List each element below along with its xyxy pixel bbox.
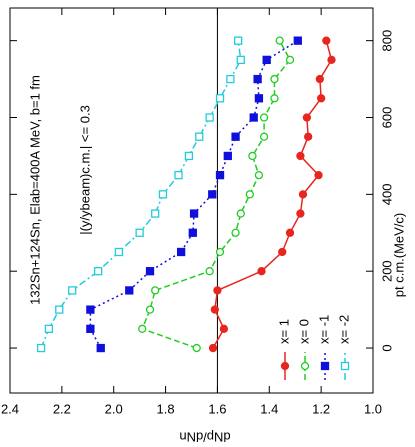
marker (205, 267, 214, 276)
marker (316, 94, 326, 103)
marker (231, 132, 240, 141)
x-tick-label: 400 (379, 184, 394, 206)
marker (223, 151, 232, 161)
y-tick-label: 1.0 (364, 401, 382, 416)
marker (219, 324, 229, 333)
marker (234, 36, 243, 45)
marker (36, 343, 46, 353)
marker (208, 343, 218, 353)
plot-frame (9, 7, 374, 394)
marker (158, 190, 168, 199)
marker (257, 267, 266, 276)
marker (293, 36, 302, 45)
legend-label: x= -1 (316, 315, 331, 344)
marker (205, 113, 214, 122)
marker (302, 113, 312, 122)
marker (96, 343, 105, 353)
legend-label: x= 0 (296, 319, 311, 344)
marker (151, 286, 160, 295)
y-tick-label: 1.4 (260, 401, 278, 416)
marker (254, 170, 264, 180)
marker (298, 190, 308, 199)
marker (145, 267, 155, 276)
marker (125, 286, 134, 295)
marker (192, 343, 201, 353)
legend-label: x= 1 (276, 319, 291, 344)
marker (68, 286, 77, 295)
marker (327, 55, 336, 65)
marker (278, 247, 287, 257)
y-axis-label: dNp/dNn (179, 430, 230, 445)
legend-marker (340, 361, 350, 371)
marker (215, 94, 225, 103)
y-tick-label: 2.2 (53, 401, 71, 416)
marker (135, 228, 144, 237)
marker (304, 132, 313, 141)
marker (275, 36, 284, 45)
annotation: 132Sn+124Sn, Elab=400A MeV, b=1 fm (27, 75, 42, 305)
marker (151, 209, 160, 218)
marker (270, 74, 279, 84)
marker (254, 94, 264, 103)
marker (315, 74, 324, 84)
marker (314, 170, 323, 180)
marker (86, 324, 95, 333)
marker (245, 190, 254, 199)
marker (270, 94, 279, 103)
series-line (212, 40, 333, 349)
marker (249, 113, 258, 122)
marker (259, 113, 269, 122)
marker (174, 170, 183, 180)
marker (259, 132, 269, 141)
marker (248, 151, 257, 161)
marker (189, 209, 199, 218)
marker (296, 209, 305, 218)
marker (253, 74, 262, 84)
marker (226, 74, 235, 84)
marker (322, 36, 331, 45)
marker (114, 247, 124, 257)
marker (213, 286, 222, 295)
marker (184, 151, 194, 161)
legend-marker (280, 361, 290, 371)
marker (285, 55, 295, 65)
x-tick-label: 800 (379, 30, 394, 52)
y-tick-label: 1.6 (208, 401, 226, 416)
y-tick-label: 1.8 (157, 401, 175, 416)
marker (236, 55, 245, 65)
x-tick-label: 0 (379, 344, 394, 351)
legend-marker (300, 361, 310, 371)
marker (44, 324, 54, 333)
marker (236, 209, 245, 218)
marker (195, 132, 204, 141)
y-tick-label: 2.4 (1, 401, 19, 416)
marker (176, 247, 186, 257)
legend-marker (320, 361, 330, 371)
marker (86, 305, 95, 314)
marker (285, 228, 295, 237)
marker (231, 228, 240, 237)
marker (262, 55, 271, 65)
x-tick-label: 600 (379, 107, 394, 129)
y-tick-label: 1.2 (312, 401, 330, 416)
y-tick-label: 2.0 (105, 401, 123, 416)
series-line (89, 40, 299, 349)
marker (215, 170, 225, 180)
marker (55, 305, 64, 314)
marker (94, 267, 103, 276)
marker (188, 228, 197, 237)
marker (215, 247, 225, 257)
x-tick-label: 200 (379, 260, 394, 282)
marker (210, 305, 219, 314)
legend-label: x= -2 (336, 315, 351, 344)
marker (296, 151, 305, 161)
marker (145, 305, 155, 314)
annotation: |(y/ybeam)c.m.| <= 0.3 (77, 105, 92, 235)
x-axis-label: pt c.m.(MeV/c) (391, 213, 406, 298)
marker (208, 190, 217, 199)
marker (138, 324, 147, 333)
